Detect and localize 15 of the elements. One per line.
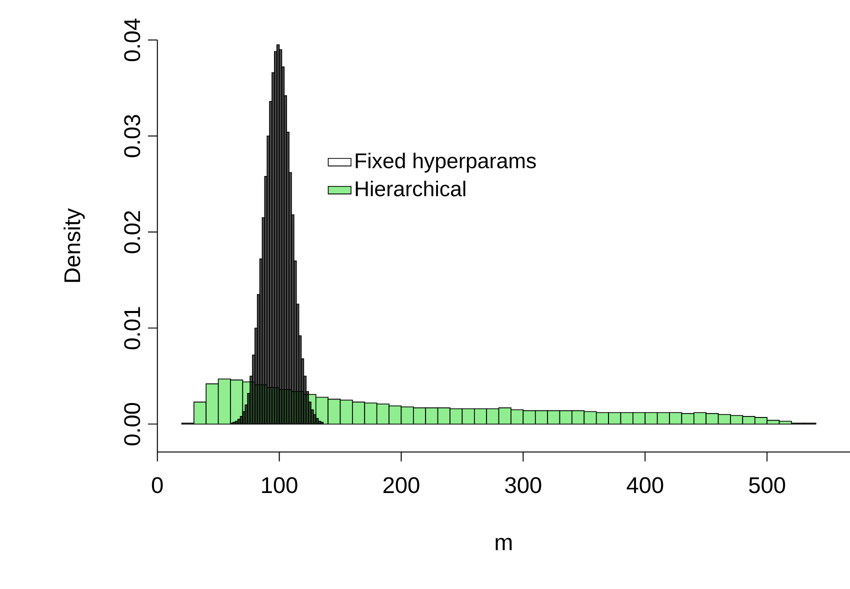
legend-label: Fixed hyperparams [356, 152, 536, 173]
y-axis-title: Density [64, 208, 85, 282]
legend-label: Hierarchical [356, 180, 466, 196]
x-tick-label: 200 [383, 477, 420, 494]
x-tick-label: 300 [505, 477, 542, 494]
x-tick-label: 400 [626, 477, 664, 494]
y-tick-label: 0.04 [124, 18, 140, 62]
y-tick-label: 0.00 [124, 402, 140, 446]
x-tick-label: 0 [152, 477, 163, 494]
y-tick-label: 0.02 [124, 211, 140, 254]
y-tick-label: 0.03 [124, 114, 140, 158]
y-tick-label: 0.01 [124, 307, 140, 350]
x-tick-label: 100 [262, 477, 298, 494]
x-tick-label: 500 [749, 477, 786, 494]
x-axis-title: m [496, 538, 512, 550]
